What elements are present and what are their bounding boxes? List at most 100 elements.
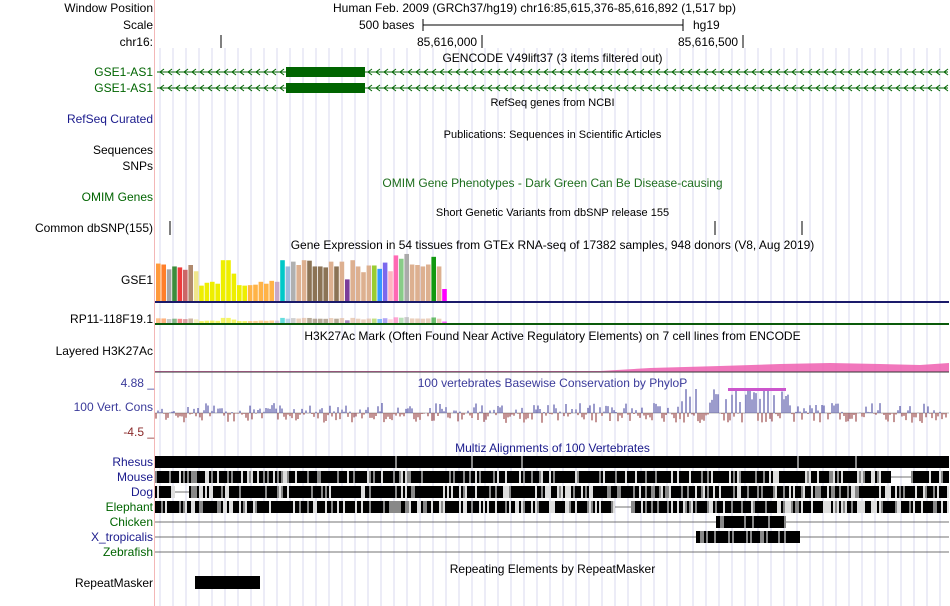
alignment-cell [893,486,895,498]
alignment-cell [155,456,157,468]
dbsnp-track-title[interactable]: Short Genetic Variants from dbSNP releas… [435,207,670,219]
alignment-cell [831,501,833,513]
multiz-track-title[interactable]: Multiz Alignments of 100 Vertebrates [455,441,650,455]
alignment-cell [453,471,455,483]
alignment-cell [229,501,231,513]
alignment-cell [439,486,441,498]
strand-arrow [567,84,573,92]
gtex-track-title[interactable]: Gene Expression in 54 tissues from GTEx … [290,238,815,252]
alignment-cell [599,471,601,483]
alignment-cell [919,501,921,513]
window-position-value[interactable]: Human Feb. 2009 (GRCh37/hg19) chr16:85,6… [333,1,736,15]
publications-snps-label[interactable]: SNPs [122,159,153,173]
alignment-cell [597,471,599,483]
strand-arrow [239,84,245,92]
alignment-cell [221,471,223,483]
alignment-cell [207,456,209,468]
h3k27ac-label[interactable]: Layered H3K27Ac [55,344,153,358]
alignment-cell [795,456,797,468]
strand-arrow [735,68,741,76]
alignment-cell [315,501,317,513]
alignment-cell [743,456,745,468]
multiz-species-xtropicalis[interactable]: X_tropicalis [90,530,153,544]
alignment-cell [939,456,941,468]
alignment-cell [683,456,685,468]
strand-arrow [679,84,685,92]
alignment-cell [217,486,219,498]
alignment-cell [767,486,769,498]
alignment-cell [887,471,889,483]
alignment-cell [653,471,655,483]
alignment-cell [285,456,287,468]
alignment-cell [295,456,297,468]
alignment-cell [231,456,233,468]
alignment-cell [817,471,819,483]
cons-track-title[interactable]: 100 vertebrates Basewise Conservation by… [417,376,688,390]
alignment-cell [589,486,591,498]
gencode-item-label-1[interactable]: GSE1-AS1 [94,65,153,79]
alignment-cell [387,456,389,468]
dbsnp-label[interactable]: Common dbSNP(155) [34,221,153,235]
strand-arrow [703,84,709,92]
alignment-cell [761,471,763,483]
h3k27ac-track-title[interactable]: H3K27Ac Mark (Often Found Near Active Re… [304,329,801,343]
label-divider [154,0,155,606]
alignment-cell [285,471,287,483]
gtex-tissue-bar [237,285,242,301]
strand-arrow [471,84,477,92]
alignment-cell [807,501,809,513]
gtex-tissue-bar [177,267,183,301]
repeatmasker-label[interactable]: RepeatMasker [74,576,153,590]
alignment-cell [559,501,561,513]
alignment-cell [293,456,295,468]
alignment-cell [685,456,687,468]
publications-track-title[interactable]: Publications: Sequences in Scientific Ar… [443,129,662,141]
alignment-cell [651,486,653,498]
alignment-cell [738,531,740,543]
alignment-cell [239,456,241,468]
gencode-track-title[interactable]: GENCODE V49lift37 (3 items filtered out) [442,51,663,65]
alignment-cell [253,456,255,468]
gencode-item-label-2[interactable]: GSE1-AS1 [94,81,153,95]
repeatmasker-track-title[interactable]: Repeating Elements by RepeatMasker [449,562,656,576]
gtex-tissue-bar [215,283,220,301]
strand-arrow [751,68,757,76]
cons-label[interactable]: 100 Vert. Cons [73,400,153,414]
refseq-track-title[interactable]: RefSeq genes from NCBI [490,97,615,109]
omim-label[interactable]: OMIM Genes [81,190,153,204]
gtex-gene-label-2[interactable]: RP11-118F19.1 [70,312,153,326]
alignment-cell [721,471,723,483]
multiz-species-chicken[interactable]: Chicken [109,515,153,529]
alignment-cell [720,516,722,528]
publications-sequences-label[interactable]: Sequences [92,143,153,157]
gtex-gene-label-1[interactable]: GSE1 [120,273,153,287]
multiz-species-elephant[interactable]: Elephant [105,500,153,514]
alignment-cell [619,456,621,468]
refseq-label[interactable]: RefSeq Curated [66,112,153,126]
alignment-cell [379,501,381,513]
alignment-cell [732,516,734,528]
multiz-species-rhesus[interactable]: Rhesus [112,455,153,469]
alignment-cell [849,471,851,483]
alignment-cell [367,471,369,483]
alignment-cell [295,486,297,498]
alignment-cell [231,486,233,498]
gtex-tissue-bar-small [377,318,382,323]
alignment-cell [357,456,359,468]
multiz-species-dog[interactable]: Dog [130,485,153,499]
alignment-cell [487,501,489,513]
alignment-cell [803,501,805,513]
multiz-species-mouse[interactable]: Mouse [116,470,153,484]
cons-clipped-peak [728,388,786,391]
strand-arrow [799,84,805,92]
omim-track-title[interactable]: OMIM Gene Phenotypes - Dark Green Can Be… [382,176,723,190]
multiz-species-zebrafish[interactable]: Zebrafish [102,545,153,559]
alignment-cell [683,501,685,513]
